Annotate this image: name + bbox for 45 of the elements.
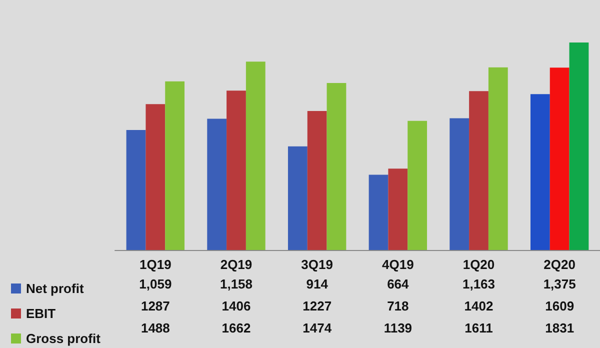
bar	[207, 118, 227, 250]
data-label: 718	[387, 298, 409, 314]
x-tick-label: 3Q19	[301, 257, 333, 272]
data-label: 1287	[140, 298, 170, 314]
data-label: 664	[387, 276, 410, 292]
bar	[469, 91, 488, 250]
bar	[246, 62, 266, 250]
bar	[326, 82, 346, 250]
data-label: 1,059	[139, 276, 172, 292]
data-label: 1831	[545, 320, 574, 336]
legend-label: Gross profit	[26, 331, 102, 346]
x-tick-label: 4Q19	[382, 257, 414, 272]
bar	[450, 118, 470, 250]
data-label: 1611	[464, 320, 493, 336]
bar	[550, 68, 570, 250]
bar	[569, 42, 589, 250]
bar	[368, 174, 388, 250]
bar	[165, 81, 185, 250]
x-tick-label: 1Q20	[462, 257, 495, 272]
data-label: 1406	[222, 298, 251, 314]
x-tick-label: 2Q19	[220, 257, 252, 272]
bar	[146, 104, 166, 250]
data-label: 1,375	[543, 276, 576, 292]
data-label: 1,163	[462, 276, 496, 292]
bar	[307, 110, 327, 250]
legend-label: EBIT	[26, 306, 56, 321]
data-label: 1662	[222, 320, 251, 336]
bar	[488, 67, 508, 250]
bar	[226, 90, 246, 250]
data-label: 914	[306, 276, 329, 292]
bar	[288, 146, 308, 250]
data-label: 1139	[384, 320, 412, 336]
bar	[126, 130, 146, 250]
data-label: 1609	[545, 298, 574, 314]
data-label: 1,158	[220, 276, 253, 292]
data-label: 1402	[464, 298, 494, 314]
bar	[408, 120, 428, 250]
data-label: 1474	[302, 320, 332, 336]
data-label: 1488	[140, 320, 170, 336]
x-tick-label: 2Q20	[544, 257, 576, 272]
bar	[388, 168, 408, 250]
legend-label: Net profit	[26, 281, 84, 296]
x-tick-label: 1Q19	[140, 257, 172, 272]
bar	[530, 94, 550, 250]
data-label: 1227	[302, 298, 332, 314]
